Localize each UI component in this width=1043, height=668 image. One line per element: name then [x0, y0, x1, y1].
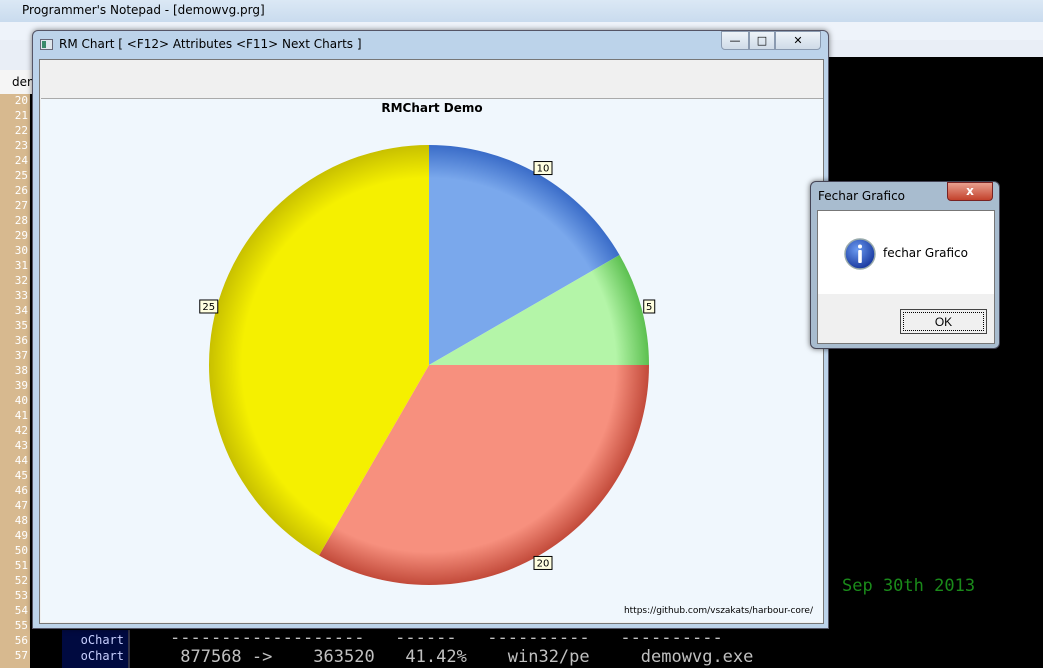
chart-window: RM Chart [ <F12> Attributes <F11> Next C… — [32, 30, 829, 629]
line-number: 27 — [14, 199, 28, 212]
dialog-body: fechar Grafico OK — [817, 210, 995, 344]
chart-title: RMChart Demo — [381, 101, 483, 115]
line-number: 52 — [14, 574, 28, 587]
console-label: oChart — [80, 649, 124, 663]
line-number: 39 — [14, 379, 28, 392]
line-number: 50 — [14, 544, 28, 557]
info-icon — [844, 238, 876, 270]
console-label: oChart — [80, 633, 124, 647]
console-label-column: oChart oChart — [62, 630, 130, 668]
line-number: 47 — [14, 499, 28, 512]
line-number: 49 — [14, 529, 28, 542]
console-area — [828, 57, 1043, 668]
line-number: 20 — [14, 94, 28, 107]
dialog-title: Fechar Grafico — [818, 189, 906, 203]
line-number: 26 — [14, 184, 28, 197]
line-number: 55 — [14, 619, 28, 632]
minimize-button[interactable]: — — [721, 31, 749, 50]
line-number: 38 — [14, 364, 28, 377]
console-dashes: ------------------- ------ ---------- --… — [170, 628, 723, 648]
line-number: 33 — [14, 289, 28, 302]
pie-slice — [319, 365, 649, 585]
line-number: 28 — [14, 214, 28, 227]
chart-window-client: RMChart Demo 10 5 20 25 https://github.com/… — [39, 59, 824, 624]
data-label-box — [533, 161, 553, 176]
line-number: 48 — [14, 514, 28, 527]
line-number: 57 — [14, 649, 28, 662]
maximize-button[interactable]: □ — [749, 31, 775, 50]
line-number: 35 — [14, 319, 28, 332]
credit-link[interactable]: https://github.com/vszakats/harbour-core… — [623, 606, 813, 616]
pie-slice — [429, 145, 620, 365]
line-number: 46 — [14, 484, 28, 497]
line-number: 42 — [14, 424, 28, 437]
line-number: 34 — [14, 304, 28, 317]
dialog-close-button[interactable]: x — [947, 182, 993, 201]
pie-slice — [209, 145, 429, 556]
line-number: 54 — [14, 604, 28, 617]
line-number: 22 — [14, 124, 28, 137]
line-number: 56 — [14, 634, 28, 647]
data-label-box — [533, 555, 553, 570]
close-button[interactable]: ✕ — [775, 31, 821, 50]
line-number: 41 — [14, 409, 28, 422]
dialog-message: fechar Grafico — [883, 246, 968, 260]
message-dialog: Fechar Grafico x fechar Grafico OK — [810, 181, 1000, 349]
window-icon — [40, 39, 53, 50]
console-stats: 877568 -> 363520 41.42% win32/pe demowvg… — [170, 647, 754, 667]
line-number: 37 — [14, 349, 28, 362]
line-number: 24 — [14, 154, 28, 167]
line-number: 51 — [14, 559, 28, 572]
line-number: 23 — [14, 139, 28, 152]
data-label: 5 — [646, 302, 652, 313]
console-bottom: ------------------- ------ ---------- --… — [30, 628, 828, 668]
line-number: 53 — [14, 589, 28, 602]
line-number: 36 — [14, 334, 28, 347]
data-label-box — [643, 299, 656, 314]
line-number: 25 — [14, 169, 28, 182]
notepad-title-bar: Programmer's Notepad - [demowvg.prg] — [0, 0, 1043, 22]
data-label-box — [199, 299, 219, 314]
data-label: 20 — [537, 558, 550, 569]
line-number: 32 — [14, 274, 28, 287]
line-number: 44 — [14, 454, 28, 467]
line-number: 29 — [14, 229, 28, 242]
chart-window-title: RM Chart [ <F12> Attributes <F11> Next C… — [59, 37, 362, 51]
line-number: 40 — [14, 394, 28, 407]
data-label: 25 — [202, 302, 215, 313]
pie-slice — [429, 255, 649, 365]
line-number: 21 — [14, 109, 28, 122]
data-label: 10 — [537, 164, 550, 175]
chart-area: RMChart Demo 10 5 20 25 https://github.com/… — [41, 98, 823, 622]
line-number: 45 — [14, 469, 28, 482]
line-number: 43 — [14, 439, 28, 452]
line-number-gutter: 20 21 22 23 24 25 26 27 28 29 30 31 32 33 34 35 36 37 38 39… — [0, 94, 30, 668]
console-date: Sep 30th 2013 — [842, 576, 976, 596]
notepad-title: Programmer's Notepad - [demowvg.prg] — [22, 3, 265, 17]
pie-chart: 10 5 20 25 — [199, 145, 656, 585]
ok-button[interactable]: OK — [900, 309, 987, 334]
line-number: 30 — [14, 244, 28, 257]
line-number: 31 — [14, 259, 28, 272]
